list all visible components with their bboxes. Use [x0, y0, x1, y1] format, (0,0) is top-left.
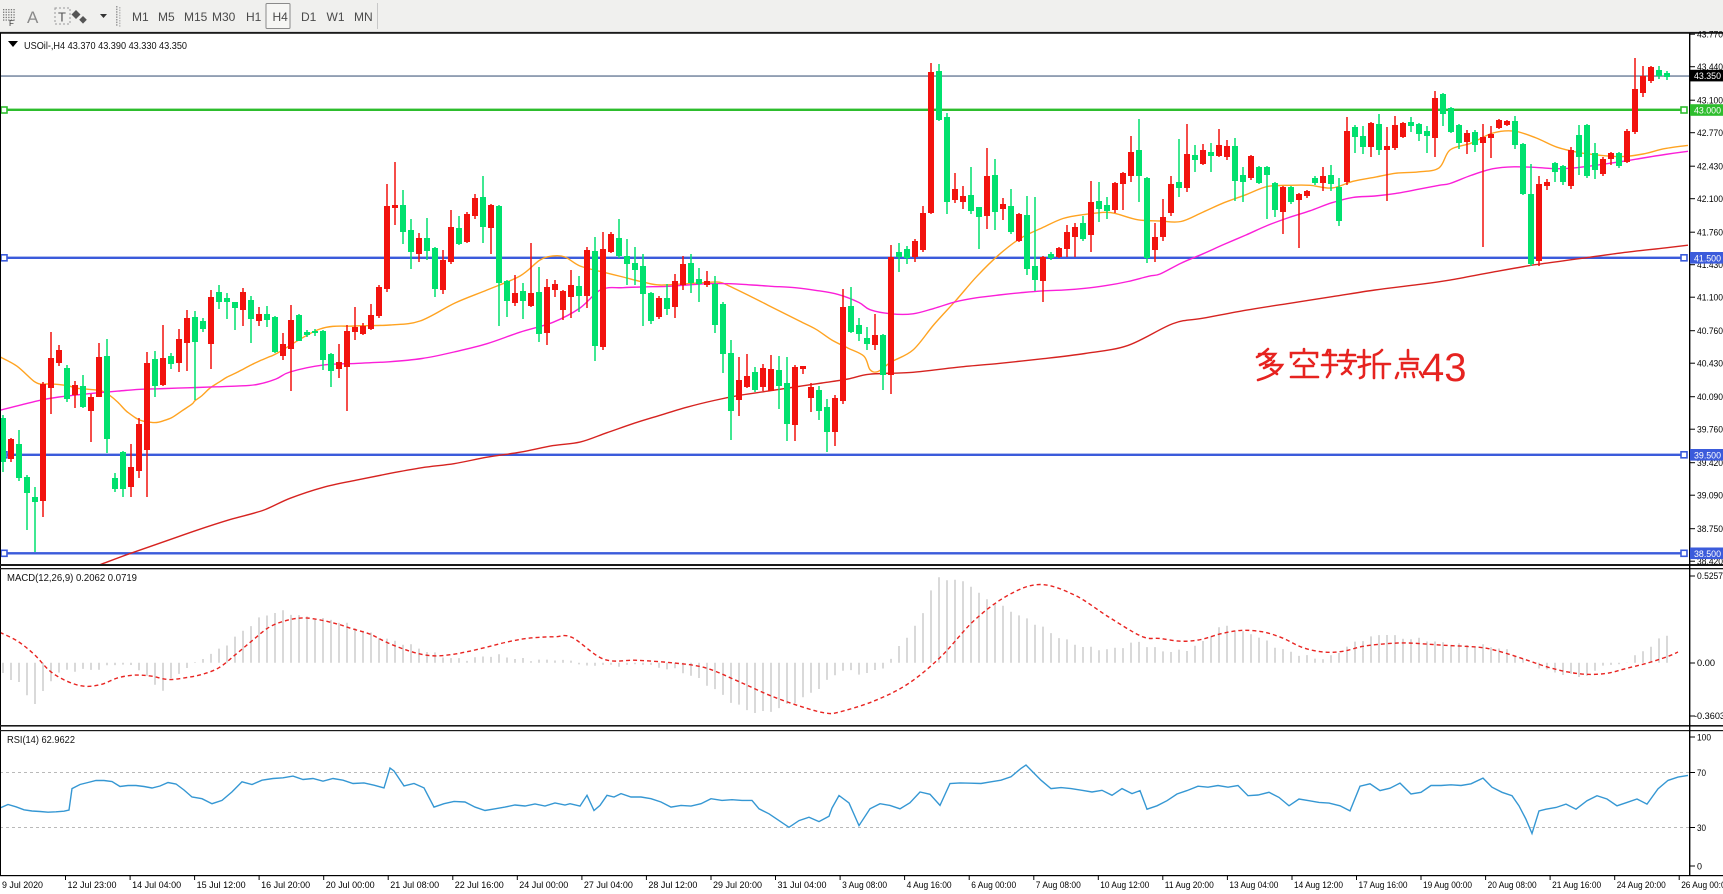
svg-text:0.5257: 0.5257 [1697, 571, 1723, 582]
svg-text:H1: H1 [246, 10, 262, 24]
svg-text:40.090: 40.090 [1697, 392, 1723, 403]
svg-text:H4: H4 [273, 10, 289, 24]
svg-text:-0.3603: -0.3603 [1694, 711, 1723, 722]
svg-text:22 Jul 16:00: 22 Jul 16:00 [455, 880, 504, 891]
svg-text:4 Aug 16:00: 4 Aug 16:00 [907, 880, 952, 891]
svg-text:41.430: 41.430 [1697, 260, 1723, 271]
svg-text:39.420: 39.420 [1697, 458, 1723, 469]
svg-text:20 Aug 08:00: 20 Aug 08:00 [1488, 880, 1537, 891]
svg-text:26 Aug 00:00: 26 Aug 00:00 [1681, 880, 1723, 891]
svg-text:42.430: 42.430 [1697, 162, 1723, 173]
svg-text:21 Jul 08:00: 21 Jul 08:00 [390, 880, 439, 891]
svg-text:16 Jul 20:00: 16 Jul 20:00 [261, 880, 310, 891]
svg-text:27 Jul 04:00: 27 Jul 04:00 [584, 880, 633, 891]
svg-text:12 Jul 23:00: 12 Jul 23:00 [68, 880, 117, 891]
svg-text:10 Aug 12:00: 10 Aug 12:00 [1100, 880, 1149, 891]
svg-text:MN: MN [354, 10, 373, 24]
svg-text:38.420: 38.420 [1697, 557, 1723, 568]
svg-text:M5: M5 [158, 10, 175, 24]
svg-text:M1: M1 [132, 10, 149, 24]
svg-text:6 Aug 00:00: 6 Aug 00:00 [971, 880, 1016, 891]
svg-text:31 Jul 04:00: 31 Jul 04:00 [778, 880, 827, 891]
svg-text:0: 0 [1697, 861, 1702, 872]
svg-text:14 Aug 12:00: 14 Aug 12:00 [1294, 880, 1343, 891]
svg-text:15 Jul 12:00: 15 Jul 12:00 [197, 880, 246, 891]
svg-text:7 Aug 08:00: 7 Aug 08:00 [1036, 880, 1081, 891]
svg-text:41.100: 41.100 [1697, 293, 1723, 304]
svg-text:F: F [9, 19, 14, 28]
svg-text:M15: M15 [184, 10, 208, 24]
svg-text:24 Aug 20:00: 24 Aug 20:00 [1617, 880, 1666, 891]
svg-text:43.770: 43.770 [1697, 30, 1723, 41]
svg-text:0.00: 0.00 [1697, 658, 1715, 669]
svg-text:17 Aug 16:00: 17 Aug 16:00 [1359, 880, 1408, 891]
svg-text:39.760: 39.760 [1697, 425, 1723, 436]
svg-text:38.750: 38.750 [1697, 524, 1723, 535]
svg-text:T: T [58, 10, 66, 25]
svg-text:42.100: 42.100 [1697, 194, 1723, 205]
svg-text:M30: M30 [212, 10, 236, 24]
svg-text:20 Jul 00:00: 20 Jul 00:00 [326, 880, 375, 891]
svg-text:D1: D1 [301, 10, 317, 24]
svg-text:14 Jul 04:00: 14 Jul 04:00 [132, 880, 181, 891]
svg-text:41.760: 41.760 [1697, 228, 1723, 239]
svg-text:39.500: 39.500 [1694, 450, 1721, 461]
svg-text:29 Jul 20:00: 29 Jul 20:00 [713, 880, 762, 891]
svg-text:W1: W1 [327, 10, 345, 24]
svg-text:RSI(14) 62.9622: RSI(14) 62.9622 [7, 734, 75, 746]
svg-text:3 Aug 08:00: 3 Aug 08:00 [842, 880, 887, 891]
svg-text:28 Jul 12:00: 28 Jul 12:00 [648, 880, 697, 891]
svg-text:41.500: 41.500 [1694, 253, 1721, 264]
svg-text:40.760: 40.760 [1697, 326, 1723, 337]
svg-text:21 Aug 16:00: 21 Aug 16:00 [1552, 880, 1601, 891]
svg-text:42.770: 42.770 [1697, 128, 1723, 139]
svg-text:43.100: 43.100 [1697, 96, 1723, 107]
svg-text:30: 30 [1697, 823, 1706, 834]
svg-text:43: 43 [1422, 346, 1467, 390]
svg-text:39.090: 39.090 [1697, 491, 1723, 502]
svg-text:70: 70 [1697, 768, 1706, 779]
svg-text:43.350: 43.350 [1694, 71, 1721, 82]
svg-text:USOil-,H4 43.370 43.390 43.33: USOil-,H4 43.370 43.390 43.330 43.350 [24, 40, 187, 52]
svg-text:A: A [27, 8, 39, 27]
svg-text:43.440: 43.440 [1697, 62, 1723, 73]
svg-text:38.500: 38.500 [1694, 549, 1721, 560]
svg-text:19 Aug 00:00: 19 Aug 00:00 [1423, 880, 1472, 891]
svg-text:MACD(12,26,9) 0.2062 0.0719: MACD(12,26,9) 0.2062 0.0719 [7, 572, 137, 584]
svg-text:24 Jul 00:00: 24 Jul 00:00 [519, 880, 568, 891]
svg-text:43.000: 43.000 [1694, 106, 1721, 117]
svg-text:11 Aug 20:00: 11 Aug 20:00 [1165, 880, 1214, 891]
svg-text:40.430: 40.430 [1697, 359, 1723, 370]
svg-text:9 Jul 2020: 9 Jul 2020 [2, 880, 43, 891]
svg-text:13 Aug 04:00: 13 Aug 04:00 [1229, 880, 1278, 891]
svg-text:100: 100 [1697, 732, 1711, 743]
